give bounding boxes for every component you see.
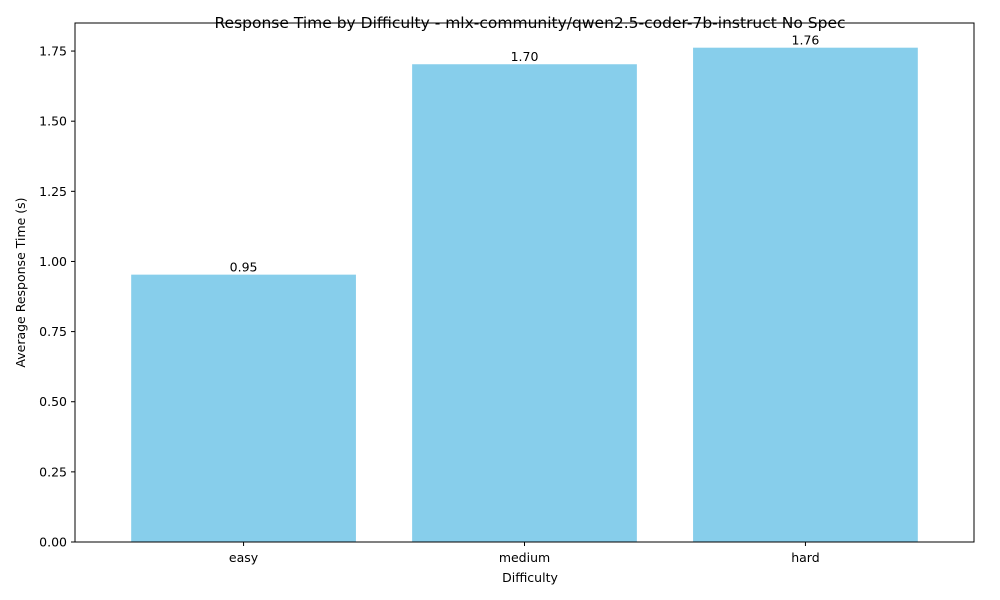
y-tick-label: 1.25 bbox=[39, 184, 67, 199]
y-tick-label: 0.75 bbox=[39, 324, 67, 339]
value-label-hard: 1.76 bbox=[792, 33, 820, 48]
y-tick-label: 0.00 bbox=[39, 535, 67, 550]
value-labels-group: 0.95 1.70 1.76 bbox=[230, 33, 820, 275]
x-axis-ticks: easy medium hard bbox=[229, 542, 820, 565]
plot-area-frame bbox=[74, 22, 975, 543]
x-tick-label-medium: medium bbox=[499, 550, 550, 565]
x-tick-label-hard: hard bbox=[791, 550, 819, 565]
value-label-easy: 0.95 bbox=[230, 260, 258, 275]
y-tick-label: 1.75 bbox=[39, 44, 67, 59]
bars-group bbox=[131, 47, 918, 543]
value-label-medium: 1.70 bbox=[511, 49, 539, 64]
y-axis-ticks: 0.00 0.25 0.50 0.75 1.00 1.25 1.50 1.75 bbox=[39, 44, 75, 550]
bar-easy bbox=[131, 274, 356, 542]
y-tick-label: 0.50 bbox=[39, 394, 67, 409]
y-axis-label: Average Response Time (s) bbox=[13, 197, 28, 367]
x-tick-label-easy: easy bbox=[229, 550, 259, 565]
y-tick-label: 1.00 bbox=[39, 254, 67, 269]
y-tick-label: 0.25 bbox=[39, 464, 67, 479]
x-axis-label: Difficulty bbox=[502, 570, 558, 585]
y-tick-label: 1.50 bbox=[39, 114, 67, 129]
bar-medium bbox=[412, 64, 637, 543]
bar-hard bbox=[693, 47, 918, 543]
